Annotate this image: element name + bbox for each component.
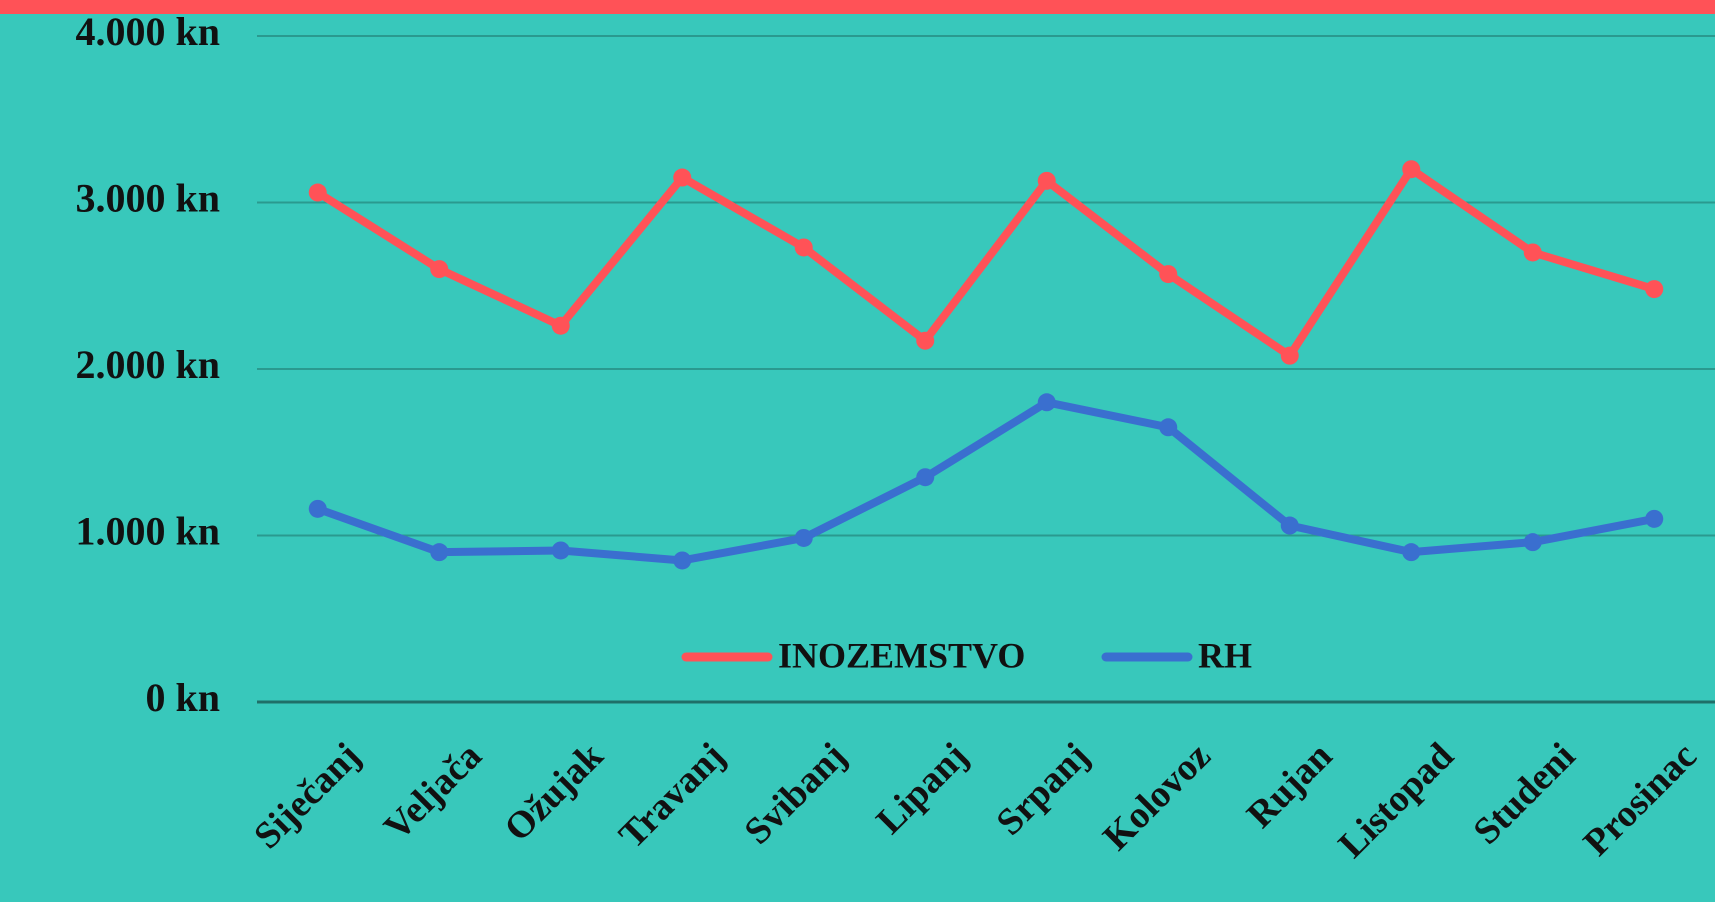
point — [673, 551, 692, 570]
y-tick-label: 3.000 kn — [76, 176, 221, 221]
x-tick-label: Listopad — [1331, 735, 1462, 866]
point — [1523, 533, 1542, 552]
x-tick-label: Studeni — [1465, 735, 1583, 853]
point — [916, 468, 935, 487]
point — [673, 168, 692, 187]
x-tick-label: Veljača — [376, 735, 490, 849]
point — [1159, 265, 1178, 284]
x-tick-label: Ožujak — [496, 734, 611, 849]
point — [430, 543, 449, 562]
point — [1645, 280, 1664, 299]
point — [551, 316, 570, 335]
x-tick-label: Lipanj — [868, 735, 975, 842]
series-line — [315, 165, 1656, 360]
point — [1159, 418, 1178, 437]
x-tick-label: Prosinac — [1576, 735, 1705, 864]
point — [308, 499, 327, 518]
point — [1037, 171, 1056, 190]
series-line — [316, 398, 1656, 565]
point — [1280, 516, 1299, 535]
y-tick-label: 1.000 kn — [76, 509, 221, 554]
y-tick-label: 2.000 kn — [76, 342, 221, 387]
point — [1523, 243, 1542, 262]
x-tick-label: Svibanj — [736, 735, 854, 853]
y-tick-label: 0 kn — [146, 675, 221, 720]
point — [1280, 346, 1299, 365]
x-tick-label: Srpanj — [988, 735, 1097, 844]
point — [794, 528, 813, 547]
point — [1037, 393, 1056, 412]
legend-label: RH — [1198, 635, 1252, 675]
point — [916, 331, 935, 350]
point — [430, 260, 449, 279]
point — [308, 183, 327, 202]
top-bar — [0, 0, 1715, 14]
point — [1645, 509, 1664, 528]
point — [794, 238, 813, 257]
y-tick-label: 4.000 kn — [76, 9, 221, 54]
x-tick-label: Siječanj — [246, 735, 368, 857]
point — [1402, 543, 1421, 562]
x-tick-label: Kolovoz — [1095, 735, 1219, 859]
point — [551, 541, 570, 560]
point — [1402, 160, 1421, 179]
x-tick-label: Travanj — [611, 735, 733, 857]
x-tick-label: Rujan — [1239, 735, 1340, 836]
legend-label: INOZEMSTVO — [778, 635, 1025, 675]
